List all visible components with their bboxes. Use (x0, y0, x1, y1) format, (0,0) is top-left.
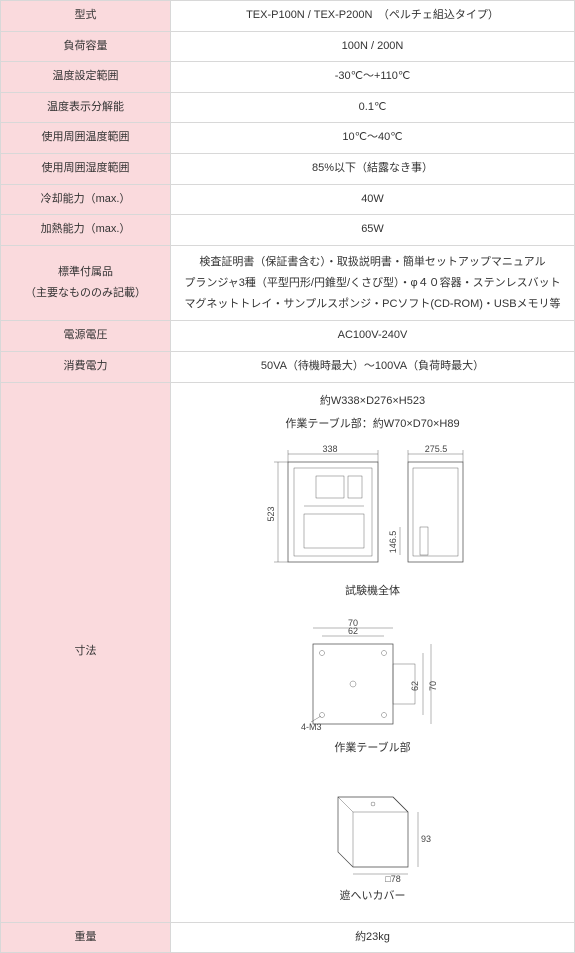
dim-main-w: 338 (322, 444, 337, 454)
caption-cover: 遮へいカバー (179, 888, 566, 906)
row-load: 負荷容量 100N / 200N (1, 31, 575, 62)
dim-cover-h: 93 (420, 834, 430, 844)
diagram-table-svg: 70 62 70 62 4-M3 (283, 614, 463, 734)
dim-main-h: 523 (266, 506, 276, 521)
label-accessories-line2: （主要なもののみ記載） (25, 287, 146, 299)
row-weight: 重量 約23kg (1, 922, 575, 953)
label-accessories-line1: 標準付属品 (58, 266, 113, 278)
dim-cover-w: □78 (385, 874, 400, 882)
value-load: 100N / 200N (171, 31, 575, 62)
caption-main: 試験機全体 (179, 583, 566, 601)
label-voltage: 電源電圧 (1, 321, 171, 352)
row-amb-temp: 使用周囲温度範囲 10℃～40℃ (1, 123, 575, 154)
label-model: 型式 (1, 1, 171, 32)
label-temp-range: 温度設定範囲 (1, 62, 171, 93)
value-dimensions: 約W338×D276×H523 作業テーブル部：約W70×D70×H89 33 (171, 382, 575, 922)
row-amb-hum: 使用周囲湿度範囲 85%以下（結露なき事） (1, 153, 575, 184)
label-power: 消費電力 (1, 352, 171, 383)
label-heating: 加熱能力（max.） (1, 215, 171, 246)
acc-line3: マグネットトレイ・サンプルスポンジ・PCソフト(CD-ROM)・USBメモリ等 (184, 298, 560, 310)
value-temp-res: 0.1℃ (171, 92, 575, 123)
dim-table-screw: 4-M3 (301, 722, 322, 732)
label-load: 負荷容量 (1, 31, 171, 62)
diagram-main-svg: 338 523 275.5 14 (258, 442, 488, 577)
row-cooling: 冷却能力（max.） 40W (1, 184, 575, 215)
label-temp-res: 温度表示分解能 (1, 92, 171, 123)
dim-table-inner-h: 62 (410, 681, 420, 691)
acc-line2: プランジャ3種（平型円形/円錐型/くさび型）・φ４０容器・ステンレスバット (184, 277, 560, 289)
dim-line2: 作業テーブル部：約W70×D70×H89 (179, 416, 566, 434)
value-accessories: 検査証明書（保証書含む）・取扱説明書・簡単セットアップマニュアル プランジャ3種… (171, 245, 575, 321)
value-temp-range: -30℃～+110℃ (171, 62, 575, 93)
dim-table-inner-w: 62 (347, 626, 357, 636)
label-dimensions: 寸法 (1, 382, 171, 922)
label-amb-temp: 使用周囲温度範囲 (1, 123, 171, 154)
label-amb-hum: 使用周囲湿度範囲 (1, 153, 171, 184)
spec-table: 型式 TEX-P100N / TEX-P200N （ペルチェ組込タイプ） 負荷容… (0, 0, 575, 953)
dim-main-d: 275.5 (424, 444, 447, 454)
row-dimensions: 寸法 約W338×D276×H523 作業テーブル部：約W70×D70×H89 (1, 382, 575, 922)
row-power: 消費電力 50VA（待機時最大）～100VA（負荷時最大） (1, 352, 575, 383)
value-amb-temp: 10℃～40℃ (171, 123, 575, 154)
value-cooling: 40W (171, 184, 575, 215)
dim-line1: 約W338×D276×H523 (179, 393, 566, 411)
row-model: 型式 TEX-P100N / TEX-P200N （ペルチェ組込タイプ） (1, 1, 575, 32)
label-weight: 重量 (1, 922, 171, 953)
row-accessories: 標準付属品 （主要なもののみ記載） 検査証明書（保証書含む）・取扱説明書・簡単セ… (1, 245, 575, 321)
row-voltage: 電源電圧 AC100V-240V (1, 321, 575, 352)
caption-table: 作業テーブル部 (179, 740, 566, 758)
acc-line1: 検査証明書（保証書含む）・取扱説明書・簡単セットアップマニュアル (199, 256, 545, 268)
value-voltage: AC100V-240V (171, 321, 575, 352)
diagram-main: 338 523 275.5 14 (179, 442, 566, 577)
dim-main-inner: 146.5 (388, 531, 398, 554)
row-heating: 加熱能力（max.） 65W (1, 215, 575, 246)
diagram-table: 70 62 70 62 4-M3 (179, 614, 566, 734)
value-model: TEX-P100N / TEX-P200N （ペルチェ組込タイプ） (171, 1, 575, 32)
row-temp-range: 温度設定範囲 -30℃～+110℃ (1, 62, 575, 93)
value-amb-hum: 85%以下（結露なき事） (171, 153, 575, 184)
diagram-cover-svg: 93 □78 (298, 772, 448, 882)
diagram-cover: 93 □78 (179, 772, 566, 882)
value-power: 50VA（待機時最大）～100VA（負荷時最大） (171, 352, 575, 383)
row-temp-res: 温度表示分解能 0.1℃ (1, 92, 575, 123)
value-heating: 65W (171, 215, 575, 246)
label-accessories: 標準付属品 （主要なもののみ記載） (1, 245, 171, 321)
label-cooling: 冷却能力（max.） (1, 184, 171, 215)
value-weight: 約23kg (171, 922, 575, 953)
dim-table-outer-h: 70 (428, 681, 438, 691)
